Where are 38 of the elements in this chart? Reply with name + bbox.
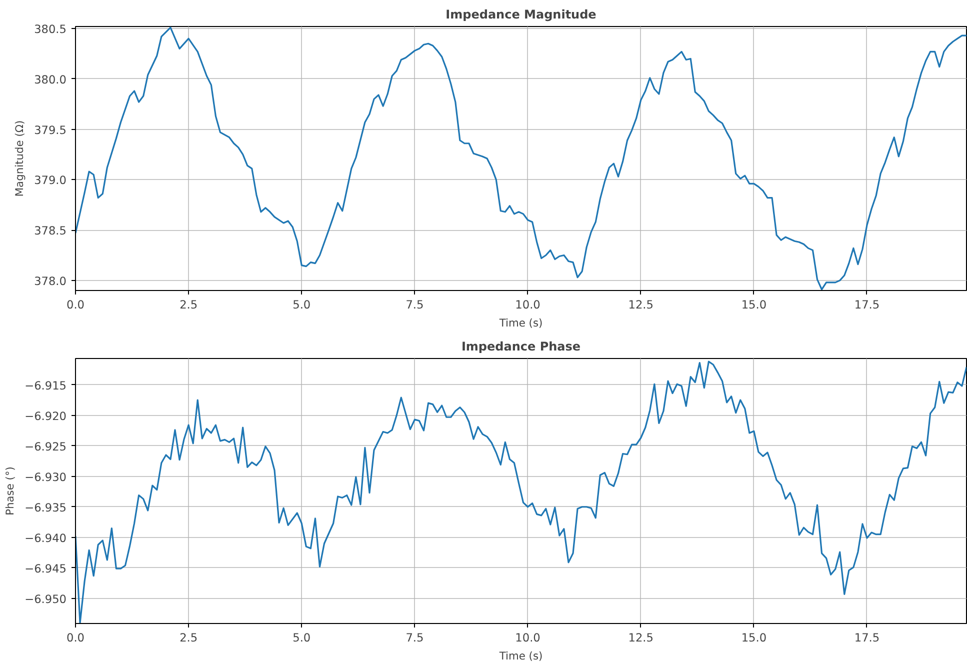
y-tick-label: −6.915	[24, 378, 66, 392]
x-tick-label: 12.5	[628, 630, 654, 644]
x-tick-label: 17.5	[854, 298, 880, 312]
y-axis-title: Magnitude (Ω)	[13, 120, 26, 197]
chart-title: Impedance Phase	[461, 340, 581, 354]
x-tick-label: 17.5	[854, 630, 880, 644]
x-tick-label: 15.0	[741, 630, 767, 644]
x-tick-label: 5.0	[292, 298, 311, 312]
line-series	[76, 26, 966, 290]
x-tick-label: 12.5	[628, 298, 654, 312]
chart-title: Impedance Magnitude	[446, 8, 596, 22]
x-tick-label: 2.5	[180, 630, 198, 644]
x-tick-label: 15.0	[741, 298, 767, 312]
x-tick-label: 7.5	[406, 630, 424, 644]
y-tick-label: 380.0	[34, 72, 67, 86]
x-axis-title: Time (s)	[498, 316, 543, 330]
x-axis-title: Time (s)	[498, 650, 543, 662]
y-tick-label: 378.5	[34, 224, 67, 238]
x-tick-label: 0.0	[66, 298, 85, 312]
line-series	[76, 360, 966, 624]
y-tick-label: −6.940	[24, 530, 66, 545]
x-tick-label: 5.0	[292, 630, 311, 644]
x-tick-label: 0.0	[66, 630, 85, 644]
y-axis-title: Phase (°)	[4, 466, 17, 516]
y-tick-label: 379.0	[34, 173, 67, 188]
y-tick-label: 378.0	[34, 274, 67, 288]
y-tick-label: −6.935	[24, 500, 66, 514]
y-tick-label: −6.945	[24, 561, 66, 576]
x-tick-label: 10.0	[515, 298, 540, 312]
x-tick-label: 7.5	[406, 298, 424, 312]
y-tick-label: −6.925	[24, 439, 66, 454]
y-tick-label: 379.5	[34, 122, 67, 137]
x-tick-label: 10.0	[515, 630, 540, 644]
y-tick-label: −6.950	[24, 592, 66, 606]
y-tick-label: 380.5	[34, 22, 67, 36]
y-tick-label: −6.930	[24, 470, 66, 484]
y-tick-label: −6.920	[24, 408, 66, 423]
x-tick-label: 2.5	[180, 298, 198, 312]
